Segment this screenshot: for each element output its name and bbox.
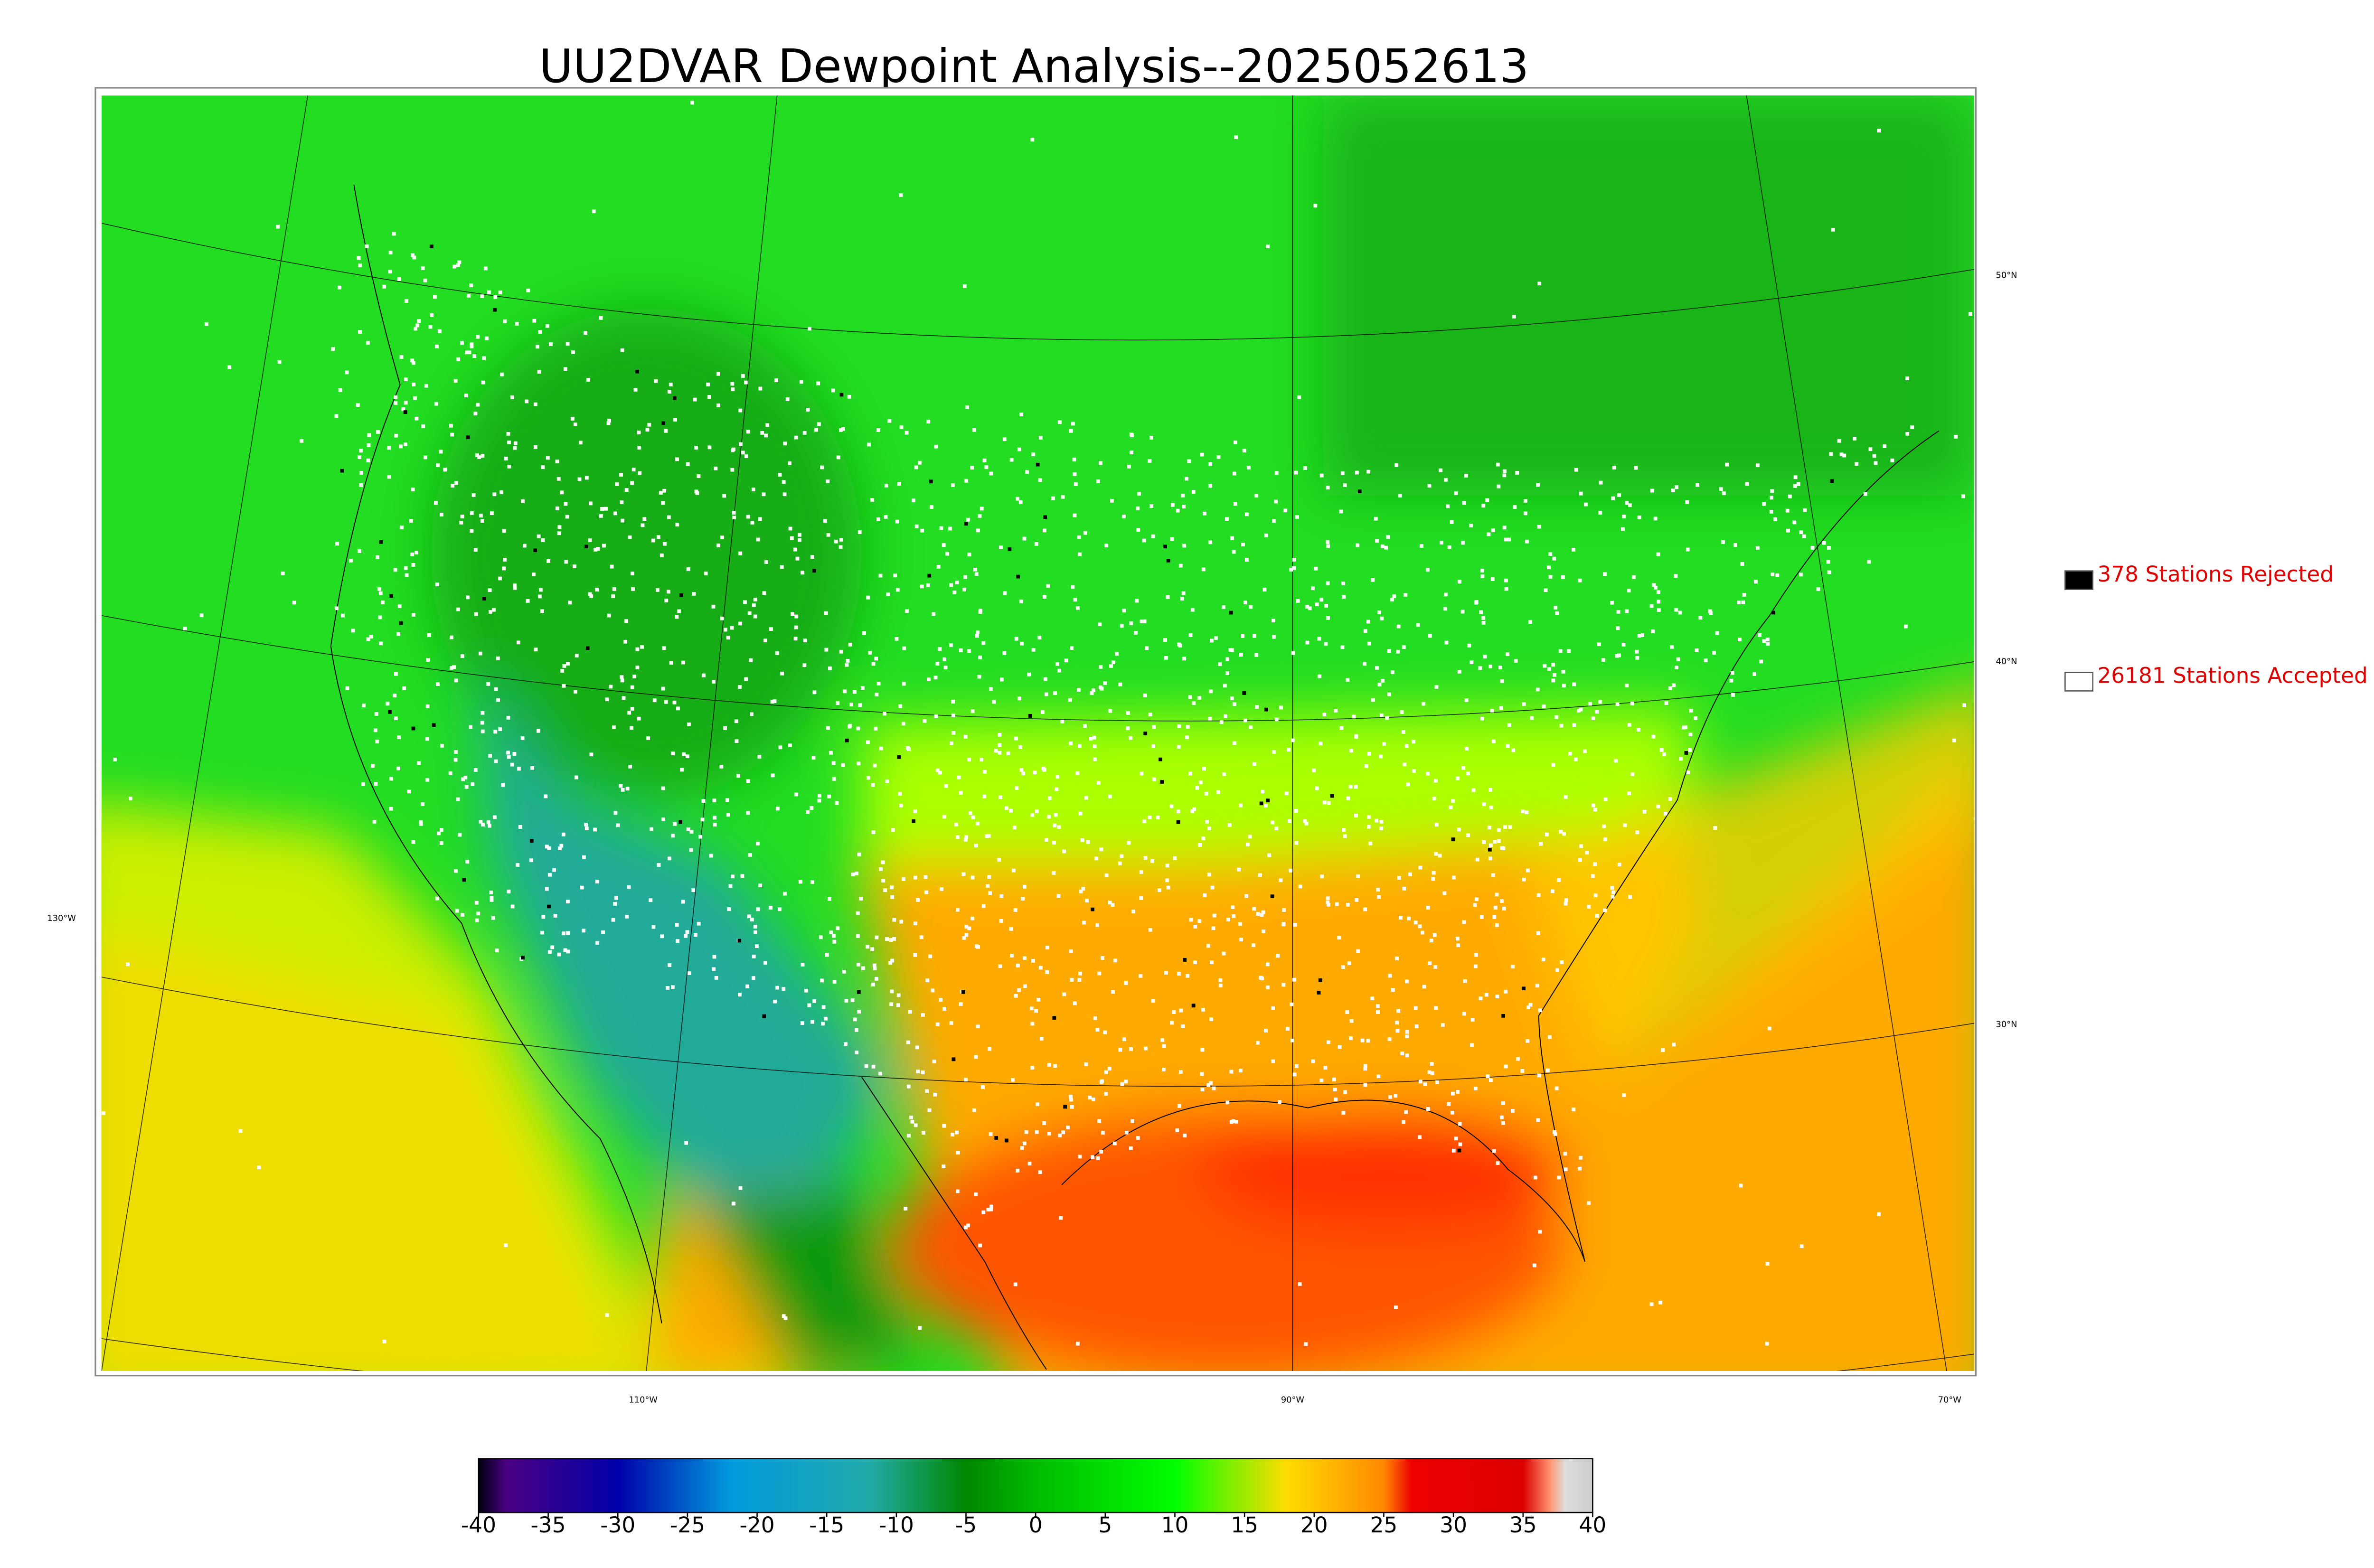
colorbar-tick-label: 35: [1509, 1512, 1537, 1538]
colorbar-tick-label: 10: [1161, 1512, 1189, 1538]
colorbar-tick-label: -25: [670, 1512, 705, 1538]
colorbar-tick-label: -5: [955, 1512, 977, 1538]
lon-label: 130°W: [47, 913, 76, 923]
colorbar-segment: [1523, 1458, 1552, 1513]
colorbar-tick-label: -15: [809, 1512, 844, 1538]
colorbar-tick-label: -30: [600, 1512, 635, 1538]
colorbar-tick-label: 40: [1579, 1512, 1607, 1538]
colorbar-tick-label: -10: [879, 1512, 914, 1538]
graticule-labels: 50°N 40°N 30°N 130°W 110°W 90°W 70°W: [47, 270, 2017, 1405]
title: UU2DVAR Dewpoint Analysis--2025052613: [539, 39, 1529, 93]
colorbar-tick-label: 0: [1029, 1512, 1043, 1538]
lat-label: 40°N: [1996, 657, 2017, 667]
lat-label: 30°N: [1996, 1020, 2017, 1030]
colorbar-segment: [478, 1458, 507, 1513]
colorbar-segment: [1564, 1458, 1593, 1513]
colorbar-segment: [1036, 1458, 1176, 1513]
colorbar-segment: [506, 1458, 619, 1513]
map: [101, 95, 1975, 1371]
coastline: [330, 184, 1940, 1370]
colorbar-segment: [966, 1458, 1036, 1513]
colorbar-tick-label: 20: [1300, 1512, 1328, 1538]
lat-label: 50°N: [1996, 270, 2017, 280]
colorbar-tick-label: 30: [1440, 1512, 1467, 1538]
colorbar-tick-label: -40: [461, 1512, 496, 1538]
colorbar: -40 -35 -30 -25 -20 -15 -10 -5 0 5 10 15 20 25 30 35 40: [461, 1458, 1607, 1538]
colorbar-segment: [1551, 1458, 1565, 1513]
colorbar-tick-label: -35: [531, 1512, 566, 1538]
colorbar-segment: [618, 1458, 730, 1513]
colorbar-segment: [1412, 1458, 1524, 1513]
colorbar-tick-label: 15: [1231, 1512, 1258, 1538]
colorbar-segment: [1175, 1458, 1287, 1513]
colorbar-tick-label: 5: [1098, 1512, 1112, 1538]
colorbar-tick-label: -20: [740, 1512, 775, 1538]
legend-label: 378 Stations Rejected: [2097, 562, 2334, 587]
grid-lines: [101, 95, 1975, 1371]
legend-label: 26181 Stations Accepted: [2097, 663, 2367, 688]
colorbar-segment: [868, 1458, 967, 1513]
legend: 378 Stations Rejected 26181 Stations Acce…: [2064, 562, 2368, 692]
legend-swatch: [2064, 570, 2094, 590]
lon-label: 70°W: [1938, 1395, 1962, 1405]
lon-label: 110°W: [629, 1395, 658, 1405]
colorbar-tick-label: 25: [1370, 1512, 1398, 1538]
colorbar-segment: [729, 1458, 869, 1513]
legend-swatch: [2064, 672, 2094, 692]
lon-label: 90°W: [1281, 1395, 1305, 1405]
colorbar-segment: [1384, 1458, 1413, 1513]
colorbar-segment: [1286, 1458, 1385, 1513]
